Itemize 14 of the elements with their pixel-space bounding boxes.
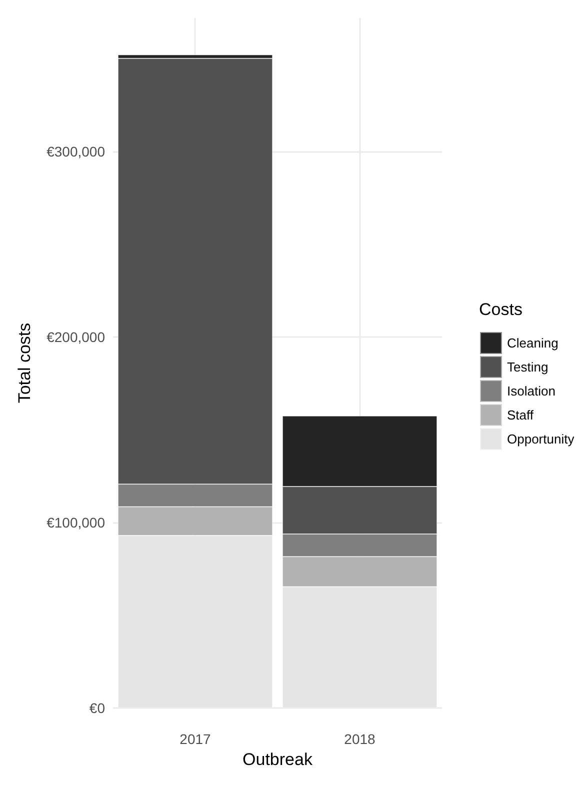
y-tick-label: €0: [89, 700, 106, 716]
legend-label: Staff: [507, 408, 534, 422]
legend-label: Testing: [507, 360, 548, 374]
x-axis-title: Outbreak: [242, 750, 313, 769]
legend-label: Isolation: [507, 384, 556, 398]
x-tick-label: 2017: [180, 731, 212, 747]
y-tick-label: €300,000: [46, 144, 106, 160]
legend-title: Costs: [479, 300, 522, 319]
legend-label: Cleaning: [507, 336, 558, 350]
y-tick-label: €200,000: [46, 329, 106, 346]
y-axis-title: Total costs: [15, 322, 34, 404]
y-tick-label: €100,000: [46, 514, 106, 531]
legend-label: Opportunity: [507, 432, 575, 446]
x-tick-label: 2018: [344, 731, 376, 747]
